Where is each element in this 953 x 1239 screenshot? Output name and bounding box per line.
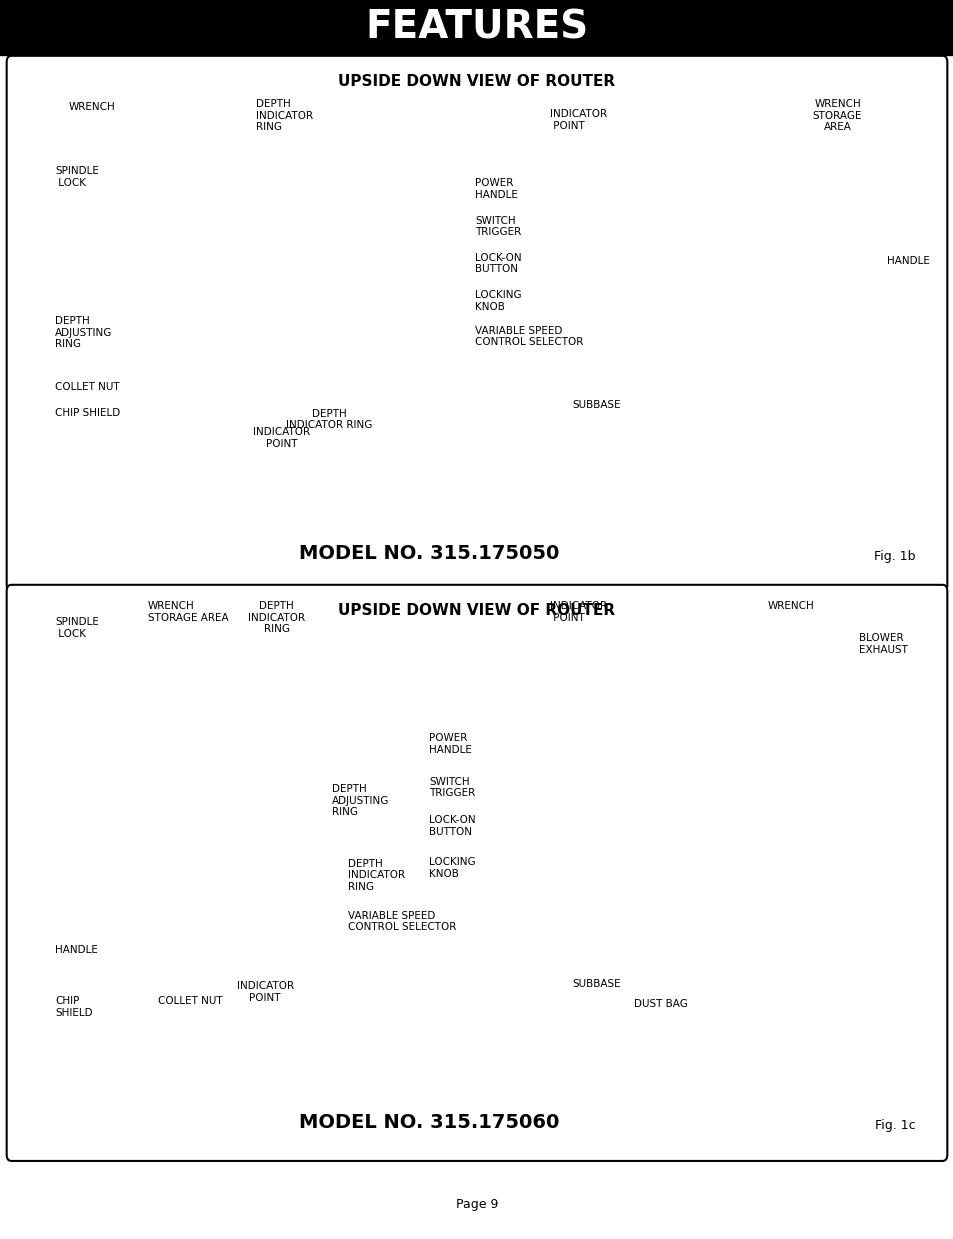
- Text: WRENCH
STORAGE AREA: WRENCH STORAGE AREA: [148, 601, 229, 622]
- Text: POWER
HANDLE: POWER HANDLE: [429, 733, 472, 755]
- Text: COLLET NUT: COLLET NUT: [55, 382, 120, 392]
- Text: DEPTH
INDICATOR RING: DEPTH INDICATOR RING: [286, 409, 372, 430]
- Text: FEATURES: FEATURES: [365, 9, 588, 46]
- Text: BLOWER
EXHAUST: BLOWER EXHAUST: [858, 633, 906, 654]
- Text: DEPTH
INDICATOR
RING: DEPTH INDICATOR RING: [255, 99, 313, 133]
- Text: DEPTH
INDICATOR
RING: DEPTH INDICATOR RING: [348, 859, 405, 892]
- Text: SUBBASE: SUBBASE: [572, 979, 620, 989]
- Text: DEPTH
INDICATOR
RING: DEPTH INDICATOR RING: [248, 601, 305, 634]
- Text: LOCKING
KNOB: LOCKING KNOB: [429, 857, 476, 878]
- Text: Fig. 1b: Fig. 1b: [873, 550, 915, 563]
- Text: CHIP
SHIELD: CHIP SHIELD: [55, 996, 92, 1017]
- FancyBboxPatch shape: [7, 585, 946, 1161]
- Text: SPINDLE
 LOCK: SPINDLE LOCK: [55, 166, 99, 187]
- Text: MODEL NO. 315.175050: MODEL NO. 315.175050: [299, 544, 558, 563]
- Text: LOCKING
KNOB: LOCKING KNOB: [475, 290, 521, 311]
- FancyBboxPatch shape: [0, 0, 953, 55]
- Text: INDICATOR
 POINT: INDICATOR POINT: [550, 601, 607, 622]
- Text: VARIABLE SPEED
CONTROL SELECTOR: VARIABLE SPEED CONTROL SELECTOR: [475, 326, 583, 347]
- Text: HANDLE: HANDLE: [886, 256, 929, 266]
- Text: DEPTH
ADJUSTING
RING: DEPTH ADJUSTING RING: [332, 784, 389, 818]
- Text: DEPTH
ADJUSTING
RING: DEPTH ADJUSTING RING: [55, 316, 112, 349]
- FancyBboxPatch shape: [7, 56, 946, 591]
- Text: LOCK-ON
BUTTON: LOCK-ON BUTTON: [429, 815, 476, 836]
- Text: Fig. 1c: Fig. 1c: [874, 1120, 915, 1132]
- Text: UPSIDE DOWN VIEW OF ROUTER: UPSIDE DOWN VIEW OF ROUTER: [338, 603, 615, 618]
- Text: INDICATOR
 POINT: INDICATOR POINT: [550, 109, 607, 130]
- Text: SUBBASE: SUBBASE: [572, 400, 620, 410]
- Text: SPINDLE
 LOCK: SPINDLE LOCK: [55, 617, 99, 638]
- Text: Page 9: Page 9: [456, 1198, 497, 1211]
- Text: MODEL NO. 315.175060: MODEL NO. 315.175060: [299, 1114, 558, 1132]
- Text: LOCK-ON
BUTTON: LOCK-ON BUTTON: [475, 253, 521, 274]
- Text: VARIABLE SPEED
CONTROL SELECTOR: VARIABLE SPEED CONTROL SELECTOR: [348, 911, 456, 932]
- Text: UPSIDE DOWN VIEW OF ROUTER: UPSIDE DOWN VIEW OF ROUTER: [338, 74, 615, 89]
- Text: SWITCH
TRIGGER: SWITCH TRIGGER: [475, 216, 520, 237]
- Text: WRENCH: WRENCH: [69, 102, 115, 112]
- Text: WRENCH
STORAGE
AREA: WRENCH STORAGE AREA: [812, 99, 862, 133]
- Text: INDICATOR
POINT: INDICATOR POINT: [253, 427, 310, 449]
- Text: COLLET NUT: COLLET NUT: [158, 996, 223, 1006]
- Text: SWITCH
TRIGGER: SWITCH TRIGGER: [429, 777, 475, 798]
- Text: DUST BAG: DUST BAG: [634, 999, 687, 1009]
- Text: INDICATOR
POINT: INDICATOR POINT: [236, 981, 294, 1002]
- Text: WRENCH: WRENCH: [767, 601, 814, 611]
- Text: POWER
HANDLE: POWER HANDLE: [475, 178, 517, 199]
- Text: HANDLE: HANDLE: [55, 945, 98, 955]
- Text: CHIP SHIELD: CHIP SHIELD: [55, 408, 120, 418]
